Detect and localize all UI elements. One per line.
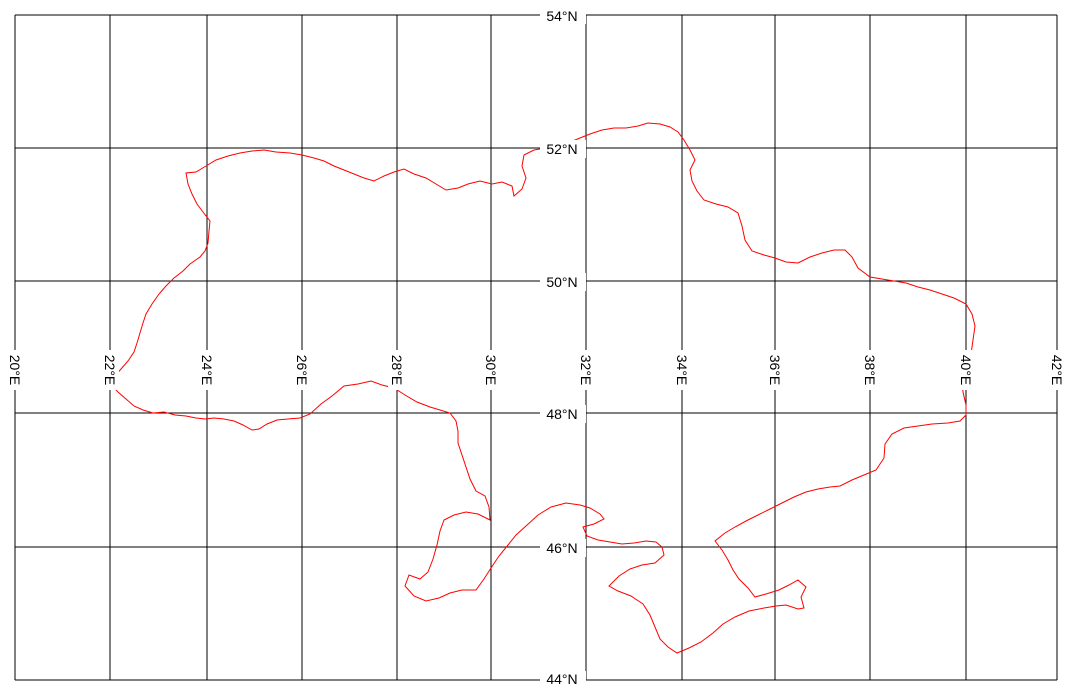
lon-label-30: 30°E: [483, 355, 499, 386]
lon-label-26: 26°E: [294, 355, 310, 386]
lat-label-50-bg: [540, 273, 586, 291]
lon-label-20-group: 20°E: [6, 350, 24, 390]
lon-label-34: 34°E: [674, 355, 690, 386]
lon-label-24-bg: [198, 350, 216, 390]
lon-label-28: 28°E: [389, 355, 405, 386]
lon-label-28-bg: [388, 350, 406, 390]
lat-label-54-bg: [540, 6, 586, 24]
lon-label-20-bg: [6, 350, 24, 390]
lon-label-38-bg: [861, 350, 879, 390]
lon-label-38: 38°E: [862, 355, 878, 386]
lat-label-44: 44°N: [546, 671, 577, 685]
graticule: [14, 14, 1058, 681]
lon-label-26-group: 26°E: [293, 350, 311, 390]
lon-label-30-group: 30°E: [482, 350, 500, 390]
lon-label-22-bg: [101, 350, 119, 390]
lat-label-44-bg: [540, 671, 586, 685]
lon-label-34-bg: [673, 350, 691, 390]
lon-label-26-bg: [293, 350, 311, 390]
lon-label-20: 20°E: [7, 355, 23, 386]
lon-label-36: 36°E: [767, 355, 783, 386]
lon-label-32-group: 32°E: [577, 350, 595, 390]
lon-label-42-bg: [1048, 350, 1066, 390]
lon-label-40-group: 40°E: [957, 350, 975, 390]
lat-label-52: 52°N: [546, 141, 577, 157]
lon-label-38-group: 38°E: [861, 350, 879, 390]
lon-label-36-bg: [766, 350, 784, 390]
lon-label-24: 24°E: [199, 355, 215, 386]
lon-label-22: 22°E: [102, 355, 118, 386]
lon-label-36-group: 36°E: [766, 350, 784, 390]
lat-label-48-bg: [540, 405, 586, 423]
lon-label-32: 32°E: [578, 355, 594, 386]
lon-label-40-bg: [957, 350, 975, 390]
lat-label-46: 46°N: [546, 540, 577, 556]
lat-label-48: 48°N: [546, 406, 577, 422]
lon-label-42: 42°E: [1049, 355, 1065, 386]
lat-label-50: 50°N: [546, 274, 577, 290]
lon-label-34-group: 34°E: [673, 350, 691, 390]
lon-label-28-group: 28°E: [388, 350, 406, 390]
lat-label-52-bg: [540, 140, 586, 158]
lat-label-54: 54°N: [546, 8, 577, 24]
lon-label-30-bg: [482, 350, 500, 390]
lat-label-46-bg: [540, 539, 586, 557]
lon-label-40: 40°E: [958, 355, 974, 386]
lon-label-22-group: 22°E: [101, 350, 119, 390]
country-border: [109, 122, 976, 654]
lon-label-42-group: 42°E: [1048, 350, 1066, 390]
lon-label-32-bg: [577, 350, 595, 390]
lon-label-24-group: 24°E: [198, 350, 216, 390]
